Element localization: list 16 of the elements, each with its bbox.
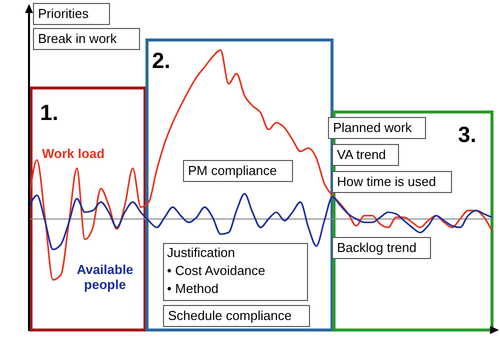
annotation: Planned work — [328, 117, 426, 139]
annotation: 2. — [152, 48, 172, 74]
text: Break in work — [33, 28, 140, 50]
annotation: VA trend — [332, 144, 399, 166]
text: Priorities — [33, 3, 110, 25]
annotation: 3. — [458, 122, 478, 148]
annotation: 1. — [40, 100, 60, 126]
annotation: • Cost Avoidance — [167, 263, 266, 279]
series-label: Work load — [42, 146, 106, 161]
series-label: Available people — [76, 262, 134, 292]
annotation: How time is used — [332, 171, 452, 193]
text: • Method — [167, 281, 220, 297]
annotation: Justification — [167, 245, 236, 261]
annotation: Backlog trend — [332, 237, 431, 259]
annotation: PM compliance — [183, 160, 293, 182]
text: Schedule compliance — [163, 305, 310, 327]
